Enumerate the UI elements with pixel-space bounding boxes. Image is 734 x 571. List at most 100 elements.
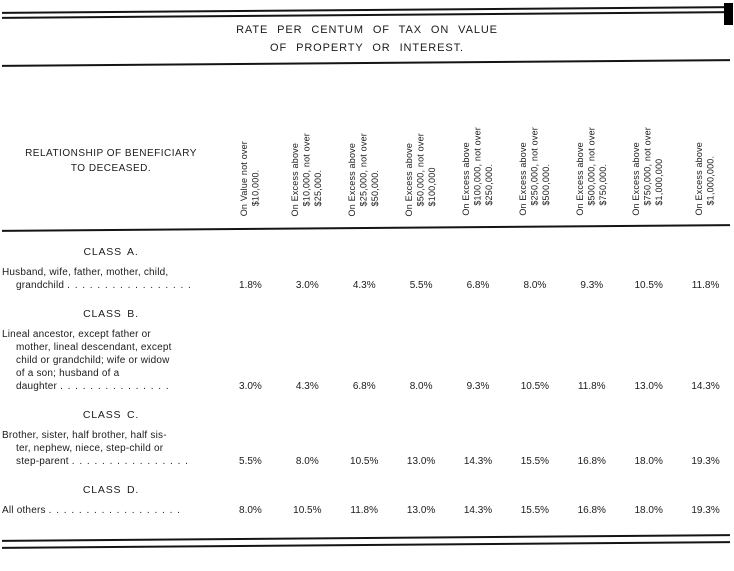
description-text: daughter [16, 381, 58, 392]
table-row-class-c: Brother, sister, half brother, half sis-… [0, 429, 734, 468]
column-header-text-1: On Value not over $10,000. [239, 141, 262, 216]
bottom-double-rule [1, 534, 731, 549]
class-b-heading: CLASS B. [83, 308, 139, 320]
description-text: step-parent [16, 456, 69, 467]
rate-cell: 11.8% [691, 280, 720, 291]
description-line: Lineal ancestor, except father or [0, 328, 222, 341]
column-header-8: On Excess above $750,000, not over $1,000,… [620, 68, 677, 216]
table-body: CLASS A. Husband, wife, father, mother, c… [0, 230, 734, 517]
rate-cell: 8.0% [409, 381, 433, 392]
column-header-line: On Value not over [238, 140, 249, 216]
beneficiary-description: Husband, wife, father, mother, child, gra… [0, 266, 222, 292]
column-header-line: $25,000. [313, 169, 324, 206]
rate-cell: 4.3% [352, 280, 376, 291]
column-headers: RELATIONSHIP OF BENEFICIARY TO DECEASED.… [0, 68, 734, 228]
column-header-text-9: On Excess above $1,000,000. [694, 142, 717, 216]
column-header-line: $1,000,000 [654, 158, 665, 206]
column-header-9: On Excess above $1,000,000. [677, 68, 734, 216]
description-line: grandchild . . . . . . . . . . . . . . .… [0, 279, 222, 292]
column-header-text-2: On Excess above $10,000, not over $25,000. [290, 133, 325, 216]
table-row-class-d: All others . . . . . . . . . . . . . . .… [0, 504, 734, 517]
class-d-heading: CLASS D. [82, 484, 140, 496]
rate-cell: 9.3% [580, 280, 604, 291]
description-line: daughter . . . . . . . . . . . . . . . [0, 380, 222, 393]
dot-leader: . . . . . . . . . . . . . . . . [71, 456, 189, 467]
rate-cell: 16.8% [577, 505, 606, 516]
rate-cell: 18.0% [634, 456, 663, 467]
beneficiary-description: Lineal ancestor, except father or mother,… [0, 328, 222, 393]
description-text: Brother, sister, half brother, half sis- [2, 430, 167, 441]
description-text: of a son; husband of a [16, 368, 120, 379]
column-header-4: On Excess above $50,000, not over $100,000 [393, 68, 450, 216]
rate-cell: 10.5% [293, 505, 322, 516]
rate-cell: 6.8% [466, 280, 490, 291]
rate-cell: 5.5% [409, 280, 433, 291]
rate-cell: 11.8% [577, 381, 606, 392]
description-line: child or grandchild; wife or widow [0, 354, 222, 367]
description-line: mother, lineal descendant, except [0, 341, 222, 354]
top-double-rule [1, 6, 731, 19]
rate-cell: 15.5% [520, 505, 550, 516]
rate-cell: 14.3% [691, 381, 720, 392]
rate-cell: 5.5% [239, 456, 262, 467]
column-header-line: $1,000,000. [705, 156, 716, 206]
rate-cell: 16.8% [577, 456, 606, 467]
rate-cell: 10.5% [634, 280, 663, 291]
description-text: Lineal ancestor, except father or [2, 329, 151, 340]
table-title-line2: OF PROPERTY OR INTEREST. [270, 42, 464, 54]
column-header-line: $500,000. [540, 164, 551, 206]
beneficiary-description: All others . . . . . . . . . . . . . . .… [0, 504, 222, 517]
column-header-text-4: On Excess above $50,000, not over $100,000 [404, 133, 439, 216]
column-header-line: $10,000, not over [301, 132, 312, 206]
column-header-text-5: On Excess above $100,000, not over $250,00… [461, 127, 496, 216]
rate-cell: 13.0% [406, 456, 436, 467]
rate-cell: 13.0% [406, 505, 436, 516]
column-header-line: On Excess above [290, 142, 301, 216]
description-text: grandchild [16, 280, 65, 291]
column-header-line: On Excess above [517, 142, 528, 216]
rate-cell: 1.8% [239, 280, 262, 291]
rate-cell: 10.5% [350, 456, 379, 467]
column-header-line: $50,000, not over [415, 132, 426, 206]
rate-cell: 3.0% [295, 280, 319, 291]
rate-cell: 15.5% [520, 456, 550, 467]
column-header-line: On Excess above [460, 142, 471, 216]
dot-leader: . . . . . . . . . . . . . . . . . [67, 280, 192, 291]
description-text: child or grandchild; wife or widow [16, 355, 170, 366]
column-header-line: $750,000, not over [642, 127, 653, 206]
scan-corner-mark [724, 3, 733, 25]
description-line: ter, nephew, niece, step-child or [0, 442, 222, 455]
rule-under-title [2, 59, 730, 67]
rate-cell: 8.0% [523, 280, 547, 291]
column-header-text-3: On Excess above $25,000, not over $50,000. [347, 133, 382, 216]
description-line: Brother, sister, half brother, half sis- [0, 429, 222, 442]
description-line: step-parent . . . . . . . . . . . . . . … [0, 455, 222, 468]
rate-cell: 14.3% [463, 456, 493, 467]
column-header-line: $50,000. [369, 169, 380, 206]
column-header-5: On Excess above $100,000, not over $250,00… [450, 68, 507, 216]
description-text: All others [2, 505, 46, 516]
column-header-line: On Excess above [631, 142, 642, 216]
relationship-header: RELATIONSHIP OF BENEFICIARY TO DECEASED. [0, 146, 222, 176]
column-header-7: On Excess above $500,000, not over $750,00… [563, 68, 620, 216]
relationship-header-line2: TO DECEASED. [70, 163, 152, 174]
beneficiary-description: Brother, sister, half brother, half sis-… [0, 429, 222, 468]
description-line: All others . . . . . . . . . . . . . . .… [0, 504, 222, 517]
dot-leader: . . . . . . . . . . . . . . . . . . [48, 505, 181, 516]
description-text: ter, nephew, niece, step-child or [16, 443, 164, 454]
rate-cell: 19.3% [691, 505, 720, 516]
column-header-line: $250,000. [483, 164, 494, 206]
table-title: RATE PER CENTUM OF TAX ON VALUE OF PROPE… [0, 21, 734, 57]
rate-cell: 8.0% [239, 505, 262, 516]
column-header-text-8: On Excess above $750,000, not over $1,000,… [631, 127, 666, 216]
rate-cell: 3.0% [239, 381, 262, 392]
rate-cell: 14.3% [463, 505, 493, 516]
column-header-3: On Excess above $25,000, not over $50,000. [336, 68, 393, 216]
rate-cell: 11.8% [350, 505, 379, 516]
class-c-heading: CLASS C. [82, 409, 140, 421]
rate-cell: 13.0% [634, 381, 663, 392]
column-header-line: $750,000. [597, 164, 608, 206]
column-header-1: On Value not over $10,000. [222, 68, 279, 216]
rate-cell: 4.3% [295, 381, 319, 392]
